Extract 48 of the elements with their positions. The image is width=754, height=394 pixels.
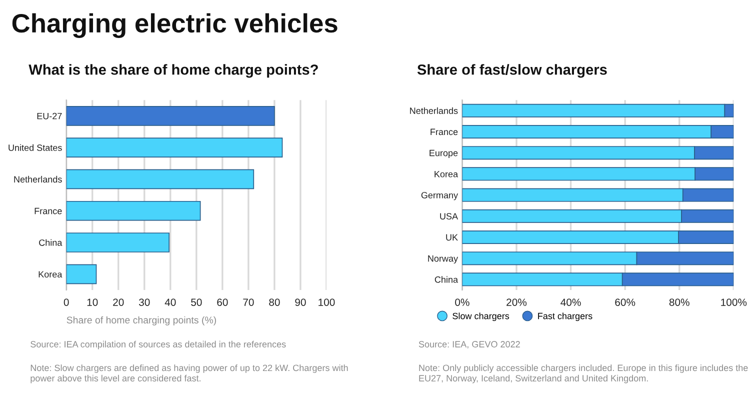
y-tick-label: China: [434, 276, 458, 283]
bar: [66, 138, 283, 158]
legend-label: Slow chargers: [452, 312, 510, 321]
text: Note: Slow chargers are defined as having power of up to 22 kW. Chargers with power above this level are considered fast.: [30, 364, 348, 384]
x-tick-label: 60%: [615, 298, 636, 306]
y-tick-label: Europe: [430, 150, 458, 158]
x-tick-label: 40: [164, 298, 176, 306]
bar: [66, 169, 254, 190]
legend-label: Fast chargers: [538, 312, 592, 321]
x-tick-label: 80: [269, 298, 280, 306]
x-tick-label: 10: [87, 298, 98, 306]
y-tick-label: Korea: [434, 170, 458, 178]
y-tick-label: UK: [446, 234, 458, 241]
y-tick-label: Netherlands: [410, 107, 458, 114]
x-tick-label: 60: [217, 298, 228, 306]
x-tick-label: 80%: [669, 298, 690, 306]
x-tick-label: 40%: [560, 298, 581, 306]
chart-subtitle: What is the share of home charge points?: [28, 64, 318, 78]
x-tick-label: 100%: [721, 298, 747, 306]
y-tick-label: Norway: [428, 255, 458, 264]
y-tick-label: Netherlands: [14, 176, 62, 183]
x-tick-label: 30: [138, 298, 150, 306]
bar: [66, 200, 201, 221]
x-tick-label: 70: [243, 298, 254, 306]
y-tick-label: United States: [8, 144, 62, 151]
chart-title: Charging electric vehicles: [12, 13, 338, 38]
source-note: Source: IEA, GEVO 2022: [418, 341, 520, 349]
x-tick-label: 100: [318, 298, 335, 306]
bar: [66, 106, 275, 126]
y-tick-label: France: [430, 128, 458, 136]
chart-title: Share of fast/slow chargers: [417, 64, 607, 78]
x-tick-label: 90: [295, 298, 306, 306]
text: Note: Only publicly accessible chargers included. Europe in this figure includes the EU27, Norway, Iceland, Switzerland and United Kingdom.: [419, 364, 748, 384]
y-tick-label: Korea: [38, 271, 62, 278]
bar: [66, 264, 97, 284]
y-tick-label: Germany: [421, 192, 458, 200]
y-tick-label: France: [34, 208, 62, 214]
x-axis-title: Share of home charging points (%): [66, 316, 216, 326]
x-tick-label: 0: [64, 298, 69, 306]
y-tick-label: EU-27: [37, 112, 62, 120]
source-note: Source: IEA compilation of sources as detailed in the references: [30, 340, 286, 350]
x-tick-label: 20%: [506, 298, 527, 306]
x-tick-label: 0%: [455, 298, 470, 306]
bar: [66, 232, 170, 252]
x-tick-label: 50: [191, 298, 202, 306]
x-tick-label: 20: [113, 298, 124, 306]
y-tick-label: China: [39, 239, 62, 246]
y-tick-label: USA: [440, 213, 458, 220]
